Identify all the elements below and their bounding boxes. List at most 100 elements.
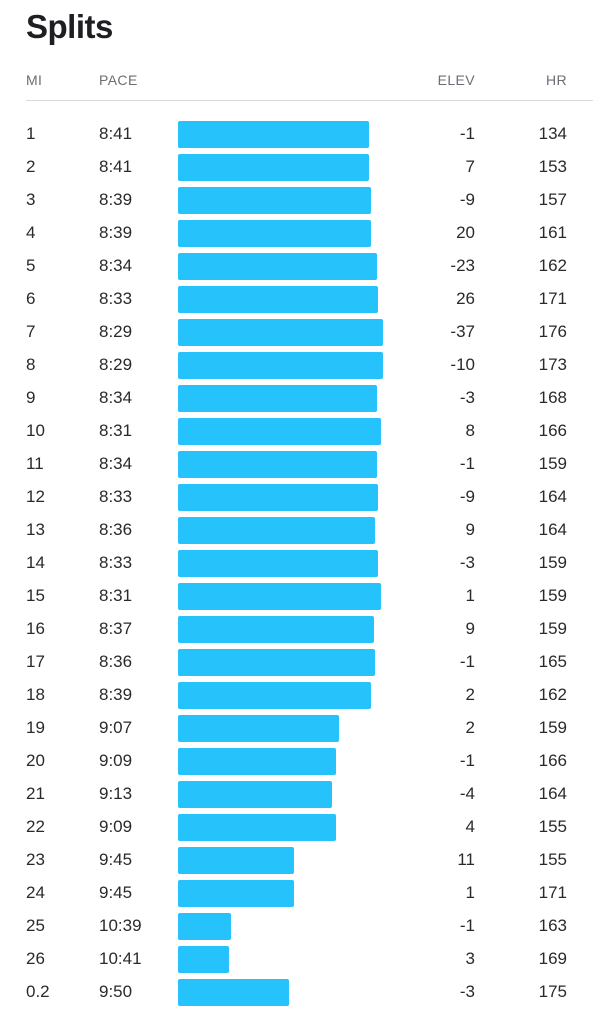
split-row: 6 8:33 26 171 [0, 283, 593, 316]
split-elevation: -3 [459, 982, 475, 1001]
split-mile: 25 [26, 916, 45, 935]
split-pace: 8:41 [99, 157, 133, 176]
split-row: 20 9:09 -1 166 [0, 745, 593, 778]
split-pace: 8:33 [99, 487, 133, 506]
split-pace: 8:29 [99, 322, 133, 341]
split-elevation: 8 [465, 421, 475, 440]
split-row: 1 8:41 -1 134 [0, 118, 593, 151]
split-mile: 1 [26, 124, 36, 143]
split-mile: 21 [26, 784, 45, 803]
split-pace: 8:36 [99, 520, 133, 539]
split-heart-rate: 153 [538, 157, 567, 176]
split-elevation: -1 [459, 124, 475, 143]
column-header-pace: PACE [99, 72, 138, 88]
column-header-hr: HR [545, 72, 567, 88]
split-heart-rate: 159 [538, 586, 567, 605]
split-pace: 10:39 [99, 916, 142, 935]
split-mile: 15 [26, 586, 45, 605]
split-mile: 5 [26, 256, 36, 275]
split-heart-rate: 164 [538, 784, 567, 803]
split-elevation: 2 [465, 685, 475, 704]
split-heart-rate: 168 [538, 388, 567, 407]
split-row: 23 9:45 11 155 [0, 844, 593, 877]
pace-bar [178, 220, 372, 247]
split-heart-rate: 157 [538, 190, 567, 209]
pace-bar [178, 352, 383, 379]
split-mile: 4 [26, 223, 36, 242]
split-elevation: 1 [465, 586, 475, 605]
split-pace: 8:33 [99, 553, 133, 572]
split-pace: 8:31 [99, 421, 133, 440]
pace-bar [178, 748, 337, 775]
split-heart-rate: 176 [538, 322, 567, 341]
split-row: 19 9:07 2 159 [0, 712, 593, 745]
split-pace: 9:13 [99, 784, 133, 803]
split-row: 12 8:33 -9 164 [0, 481, 593, 514]
split-elevation: -23 [450, 256, 475, 275]
split-pace: 8:39 [99, 190, 133, 209]
split-pace: 8:29 [99, 355, 133, 374]
pace-bar [178, 286, 379, 313]
split-elevation: -3 [459, 553, 475, 572]
split-row: 3 8:39 -9 157 [0, 184, 593, 217]
splits-table: 1 8:41 -1 134 2 8:41 7 153 3 8:39 -9 157 4 8:39 20 161 5… [0, 118, 593, 1009]
split-mile: 10 [26, 421, 45, 440]
pace-bar [178, 154, 369, 181]
pace-bar [178, 682, 372, 709]
pace-bar [178, 517, 375, 544]
split-row: 5 8:34 -23 162 [0, 250, 593, 283]
split-mile: 0.2 [26, 982, 50, 1001]
split-elevation: 26 [456, 289, 475, 308]
split-heart-rate: 155 [538, 817, 567, 836]
split-mile: 19 [26, 718, 45, 737]
split-heart-rate: 169 [538, 949, 567, 968]
split-mile: 14 [26, 553, 45, 572]
pace-bar [178, 814, 337, 841]
split-mile: 23 [26, 850, 45, 869]
pace-bar [178, 715, 339, 742]
split-mile: 22 [26, 817, 45, 836]
split-row: 16 8:37 9 159 [0, 613, 593, 646]
split-elevation: 3 [465, 949, 475, 968]
split-row: 14 8:33 -3 159 [0, 547, 593, 580]
split-pace: 8:34 [99, 388, 133, 407]
split-heart-rate: 161 [538, 223, 567, 242]
pace-bar [178, 187, 372, 214]
split-heart-rate: 163 [538, 916, 567, 935]
split-elevation: 7 [465, 157, 475, 176]
split-heart-rate: 162 [538, 685, 567, 704]
split-mile: 12 [26, 487, 45, 506]
split-pace: 8:39 [99, 223, 133, 242]
split-elevation: 1 [465, 883, 475, 902]
split-elevation: 4 [465, 817, 475, 836]
split-elevation: 9 [465, 520, 475, 539]
page-title: Splits [26, 8, 113, 45]
split-row: 13 8:36 9 164 [0, 514, 593, 547]
split-mile: 17 [26, 652, 45, 671]
split-pace: 8:31 [99, 586, 133, 605]
split-row: 0.2 9:50 -3 175 [0, 976, 593, 1009]
split-elevation: 9 [465, 619, 475, 638]
split-heart-rate: 155 [538, 850, 567, 869]
split-mile: 11 [26, 454, 44, 473]
split-pace: 8:37 [99, 619, 133, 638]
split-mile: 26 [26, 949, 45, 968]
split-mile: 2 [26, 157, 36, 176]
split-heart-rate: 175 [538, 982, 567, 1001]
split-elevation: -1 [459, 751, 475, 770]
pace-bar [178, 880, 295, 907]
split-mile: 6 [26, 289, 36, 308]
split-pace: 8:36 [99, 652, 133, 671]
split-heart-rate: 166 [538, 751, 567, 770]
pace-bar [178, 583, 381, 610]
split-heart-rate: 171 [538, 289, 567, 308]
pace-bar [178, 484, 379, 511]
split-row: 24 9:45 1 171 [0, 877, 593, 910]
split-heart-rate: 159 [538, 718, 567, 737]
split-heart-rate: 165 [538, 652, 567, 671]
split-heart-rate: 164 [538, 487, 567, 506]
split-elevation: -1 [459, 916, 475, 935]
split-pace: 9:09 [99, 751, 133, 770]
split-row: 2 8:41 7 153 [0, 151, 593, 184]
split-heart-rate: 159 [538, 454, 567, 473]
